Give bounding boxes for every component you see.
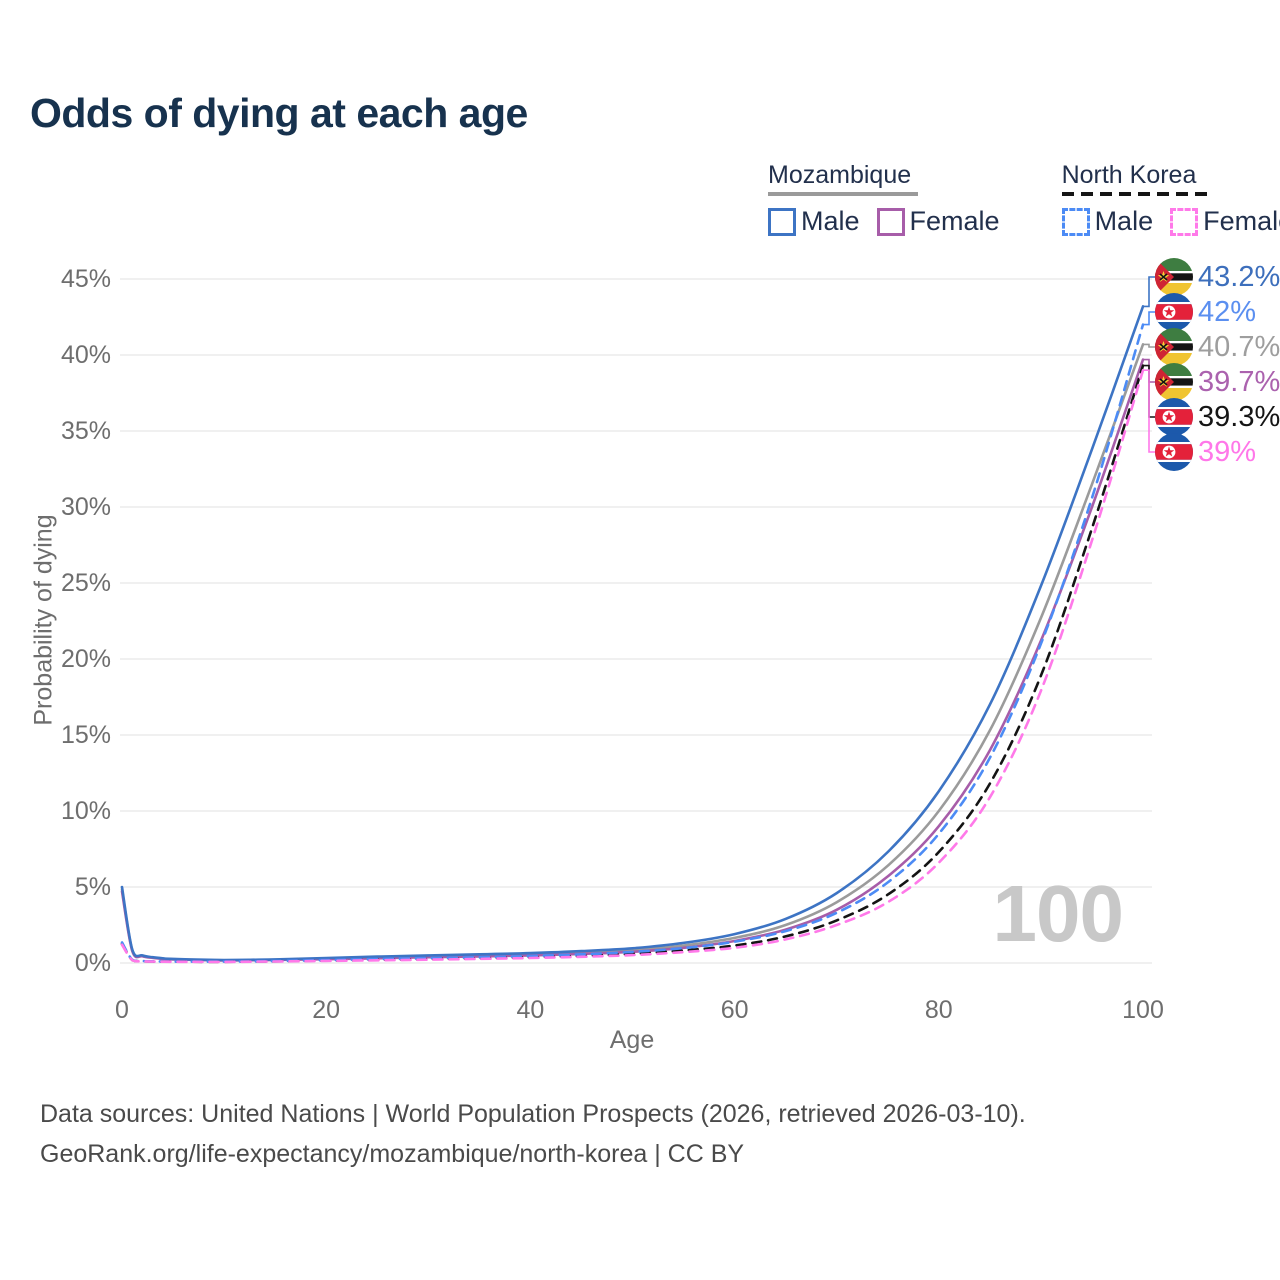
footer-data-sources: Data sources: United Nations | World Pop…: [40, 1100, 1026, 1128]
legend-title-mozambique[interactable]: Mozambique: [768, 161, 912, 189]
x-tick-label: 40: [516, 996, 545, 1024]
x-tick-label: 0: [115, 996, 129, 1024]
end-label-connector-moz-all: [1144, 343, 1155, 348]
x-tick-label: 80: [924, 996, 953, 1024]
north-korea-line-style-swatch: [1061, 192, 1207, 196]
series-line-moz-male: [120, 305, 1145, 962]
end-value-moz-all: 40.7%: [1198, 330, 1280, 363]
end-value-moz-female: 39.7%: [1198, 365, 1280, 398]
legend-label-north-korea-female[interactable]: Female: [1203, 206, 1280, 236]
page-title: Odds of dying at each age: [30, 90, 528, 136]
series-end-label-moz-all[interactable]: 40.7%: [1155, 328, 1280, 366]
north-korea-flag-icon: [1155, 433, 1193, 471]
mozambique-line-style-swatch: [768, 192, 918, 196]
y-tick-label: 20%: [60, 645, 111, 673]
mozambique-flag-icon: [1155, 328, 1193, 366]
y-tick-label: 10%: [60, 797, 111, 825]
legend-title-north-korea[interactable]: North Korea: [1061, 161, 1197, 189]
legend-group-mozambique: Mozambique Male Female: [768, 162, 1000, 237]
footer-attribution[interactable]: GeoRank.org/life-expectancy/mozambique/n…: [40, 1140, 745, 1168]
legend-label-mozambique-female[interactable]: Female: [909, 206, 1000, 236]
legend-group-north-korea: North Korea Male Female: [1061, 161, 1280, 237]
end-value-nk-all: 39.3%: [1198, 400, 1280, 433]
gridlines: [120, 278, 1152, 964]
mozambique-flag-icon: [1155, 363, 1193, 401]
end-label-connector-moz-male: [1144, 276, 1155, 308]
y-axis-title: Probability of dying: [29, 514, 58, 726]
mozambique-female-swatch[interactable]: [876, 207, 905, 236]
y-tick-label: 30%: [60, 493, 111, 521]
x-tick-label: 100: [1122, 996, 1164, 1024]
end-label-connector-nk-male: [1144, 311, 1155, 326]
north-korea-female-swatch[interactable]: [1170, 207, 1199, 236]
end-label-connector-nk-female: [1144, 369, 1155, 453]
age-counter-watermark: 100: [992, 869, 1124, 958]
end-value-nk-male: 42%: [1198, 295, 1257, 328]
y-tick-label: 5%: [74, 873, 111, 901]
series-end-label-moz-male[interactable]: 43.2%: [1155, 258, 1280, 296]
y-tick-label: 35%: [60, 417, 111, 445]
series-line-nk-female: [120, 368, 1145, 964]
x-tick-label: 20: [312, 996, 341, 1024]
end-value-moz-male: 43.2%: [1198, 260, 1280, 293]
north-korea-male-swatch[interactable]: [1061, 207, 1090, 236]
series-line-nk-male: [120, 323, 1145, 963]
y-tick-label: 25%: [60, 569, 111, 597]
series-end-label-nk-female[interactable]: 39%: [1155, 433, 1256, 471]
legend-label-mozambique-male[interactable]: Male: [801, 206, 860, 236]
mozambique-male-swatch[interactable]: [768, 207, 796, 236]
series-end-label-nk-male[interactable]: 42%: [1155, 293, 1256, 331]
series-end-label-nk-all[interactable]: 39.3%: [1155, 398, 1280, 436]
x-tick-label: 60: [720, 996, 749, 1024]
legend-label-north-korea-male[interactable]: Male: [1094, 206, 1154, 236]
y-tick-label: 45%: [60, 265, 111, 293]
y-tick-label: 15%: [60, 721, 111, 749]
legend: Mozambique Male Female North Korea Male …: [768, 162, 1280, 237]
series-end-label-moz-female[interactable]: 39.7%: [1155, 363, 1280, 401]
x-axis-title: Age: [609, 1026, 655, 1054]
mozambique-flag-icon: [1155, 258, 1193, 296]
y-tick-label: 0%: [74, 949, 111, 977]
north-korea-flag-icon: [1155, 398, 1193, 436]
north-korea-flag-icon: [1155, 293, 1193, 331]
end-value-nk-female: 39%: [1198, 435, 1257, 468]
y-tick-label: 40%: [60, 341, 111, 369]
